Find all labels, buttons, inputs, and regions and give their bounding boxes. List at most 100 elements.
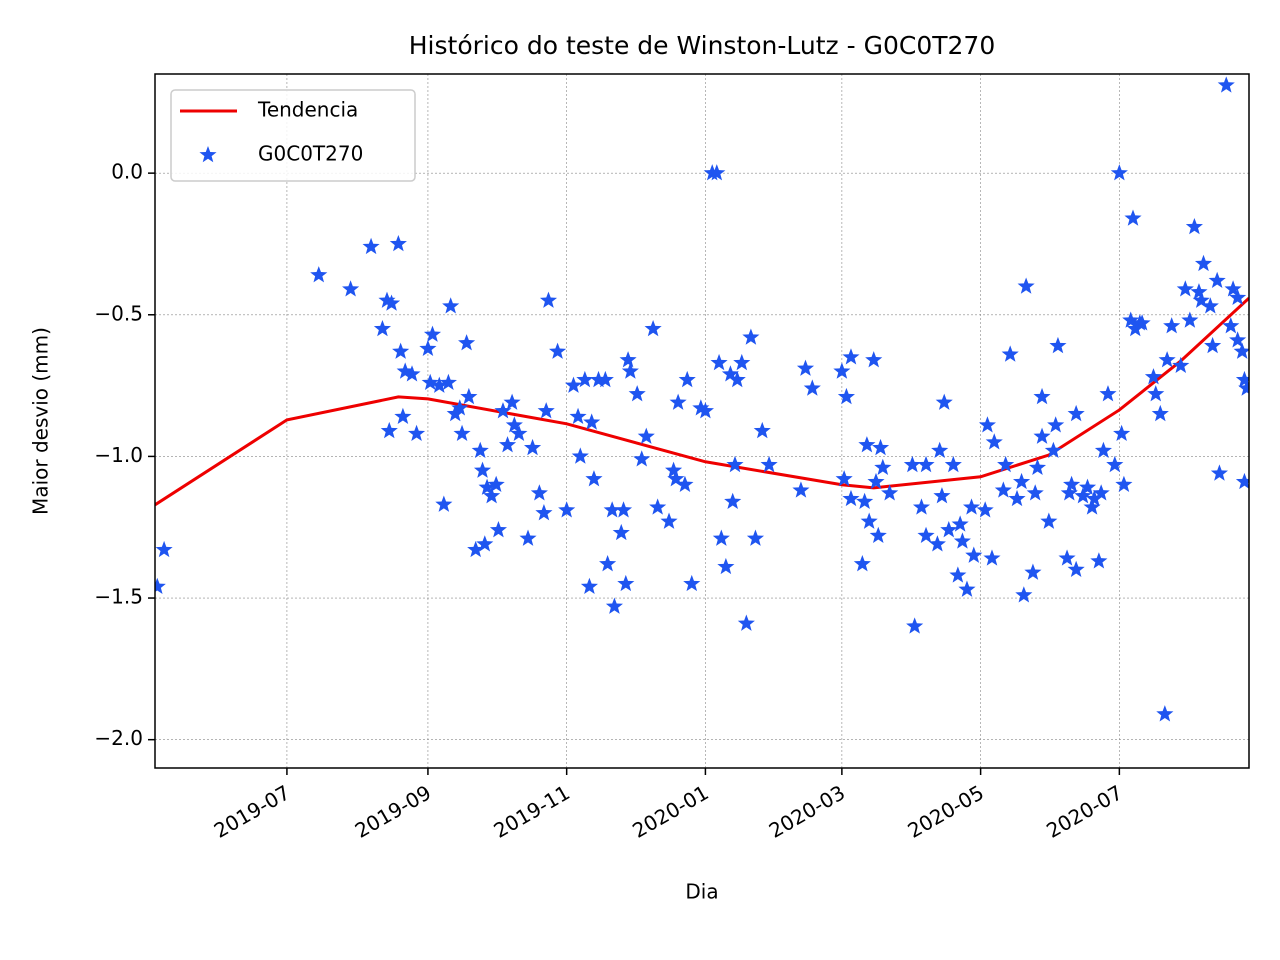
data-point	[1026, 484, 1044, 501]
data-point	[558, 501, 576, 518]
data-point	[958, 580, 976, 597]
data-point	[1013, 472, 1031, 490]
data-point	[649, 498, 667, 515]
data-point	[310, 266, 328, 283]
data-point	[869, 526, 887, 543]
y-tick-label: 0.0	[111, 160, 143, 184]
data-point	[906, 617, 924, 634]
data-point	[1092, 484, 1110, 501]
data-point	[965, 546, 983, 563]
data-point	[487, 475, 505, 493]
data-point	[1110, 164, 1128, 181]
data-point	[467, 540, 485, 558]
data-point	[696, 402, 714, 419]
data-point	[1085, 489, 1103, 507]
data-point	[717, 557, 735, 575]
data-point	[1235, 472, 1249, 490]
data-point	[524, 438, 542, 456]
data-point	[1208, 271, 1226, 289]
data-point	[505, 416, 523, 433]
data-point	[1028, 458, 1047, 476]
data-point	[535, 504, 553, 521]
data-point	[571, 447, 589, 464]
data-point	[1090, 552, 1108, 569]
data-point	[498, 436, 517, 453]
data-point	[342, 280, 360, 297]
data-point	[155, 540, 173, 558]
data-point	[637, 427, 655, 444]
legend-box	[170, 89, 416, 182]
data-point	[435, 495, 453, 512]
data-point	[1163, 317, 1181, 334]
data-point	[669, 393, 687, 410]
data-point	[155, 577, 166, 594]
data-point	[633, 450, 651, 467]
data-point	[421, 373, 439, 391]
data-point	[760, 455, 778, 473]
data-point	[721, 365, 739, 382]
data-point	[614, 501, 633, 518]
data-point	[962, 498, 981, 515]
data-point	[1224, 280, 1242, 297]
data-point	[837, 387, 855, 405]
data-point	[1238, 379, 1249, 396]
data-point	[1044, 441, 1062, 459]
data-point	[1194, 254, 1213, 272]
data-point	[408, 424, 426, 442]
data-point	[931, 441, 949, 459]
data-point	[1181, 311, 1199, 328]
data-point	[403, 365, 421, 382]
data-point	[510, 424, 528, 442]
data-point	[580, 577, 598, 594]
x-axis-label: Dia	[685, 880, 718, 904]
data-point	[619, 351, 637, 368]
data-point	[867, 472, 885, 490]
data-point	[1185, 217, 1203, 235]
data-point	[603, 501, 621, 518]
data-point	[596, 370, 614, 388]
data-point	[1222, 317, 1240, 334]
data-point	[1210, 464, 1228, 481]
data-point	[935, 393, 953, 410]
data-point	[678, 370, 696, 388]
data-point	[612, 523, 630, 541]
data-point	[976, 501, 994, 518]
y-tick-label: −0.5	[94, 301, 143, 325]
chart-title: Histórico do teste de Winston-Lutz - G0C…	[409, 31, 995, 60]
data-point	[728, 370, 746, 388]
data-point	[1172, 356, 1190, 374]
data-point	[1122, 311, 1140, 328]
data-point	[1156, 705, 1174, 722]
data-point	[478, 478, 496, 495]
data-point	[585, 470, 603, 487]
data-point	[539, 291, 558, 308]
data-point	[378, 291, 396, 308]
data-point	[871, 438, 890, 456]
data-point	[569, 407, 587, 425]
data-point	[912, 498, 931, 515]
data-point	[644, 319, 662, 337]
y-tick-label: −1.5	[94, 585, 143, 609]
data-point	[667, 470, 685, 487]
data-point	[1033, 387, 1051, 405]
data-point	[1060, 484, 1078, 501]
data-point	[710, 353, 728, 371]
data-point	[1067, 404, 1085, 422]
data-point	[1151, 404, 1169, 422]
data-point	[856, 492, 874, 510]
data-point	[494, 402, 512, 419]
data-point	[1229, 288, 1247, 306]
data-point	[489, 521, 507, 538]
legend-label: G0C0T270	[258, 142, 363, 166]
data-point	[373, 319, 391, 337]
data-point	[430, 376, 448, 393]
data-point	[917, 526, 935, 543]
data-point	[380, 421, 398, 439]
data-point	[439, 373, 457, 391]
y-axis-label: Maior desvio (mm)	[29, 327, 53, 515]
data-point	[692, 399, 710, 416]
data-point	[1233, 342, 1249, 359]
data-point	[1067, 560, 1085, 577]
data-point	[576, 370, 594, 388]
